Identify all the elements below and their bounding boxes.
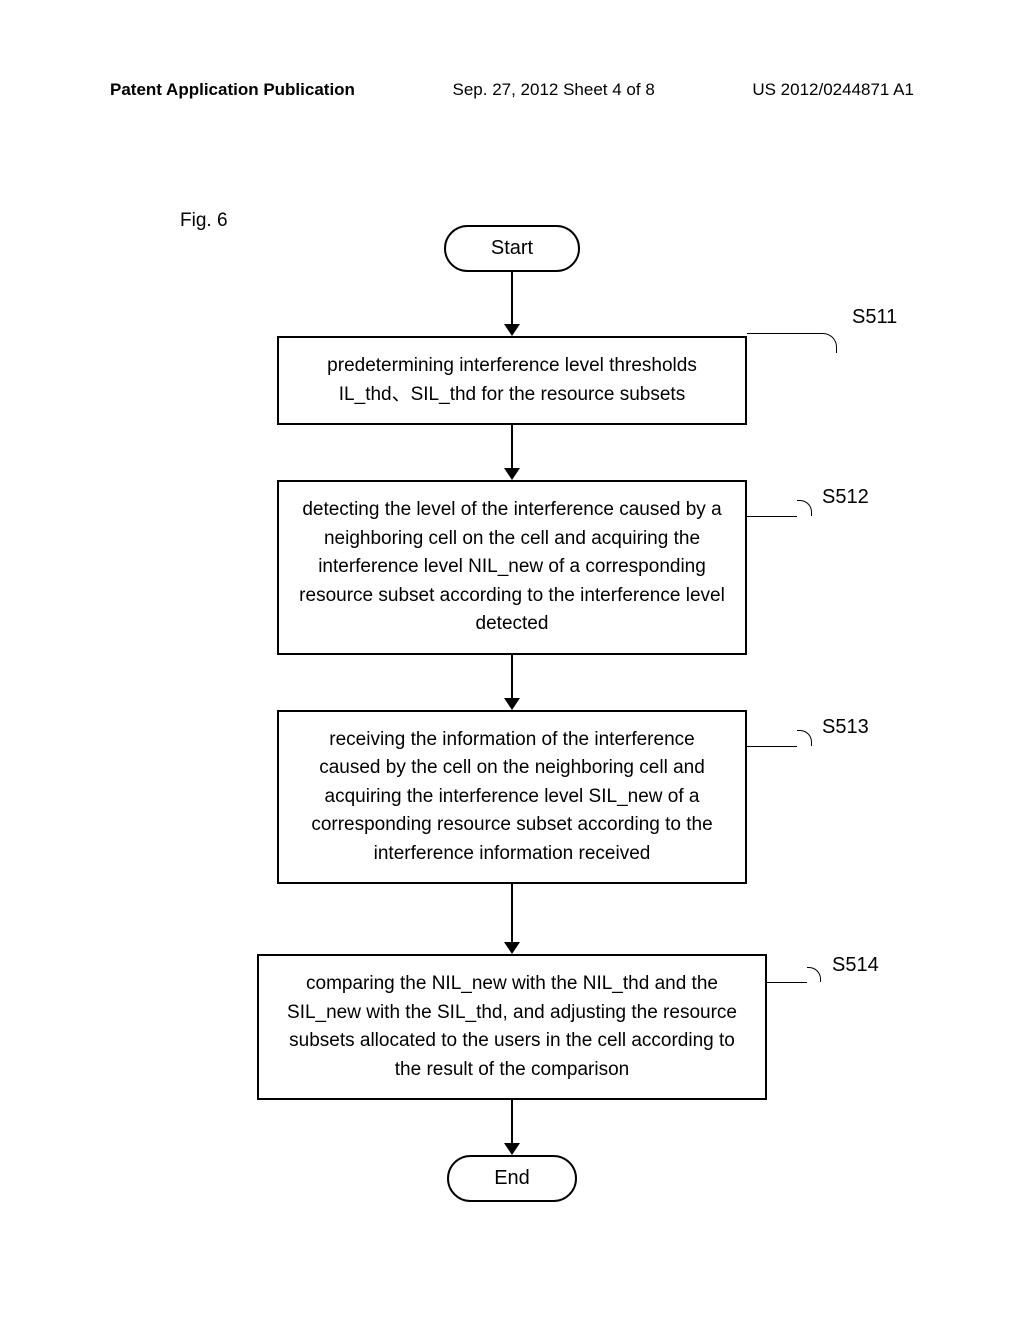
step-wrap-3: receiving the information of the interfe…	[277, 710, 747, 885]
arrow	[511, 272, 513, 336]
header-center: Sep. 27, 2012 Sheet 4 of 8	[453, 80, 655, 100]
process-s514: comparing the NIL_new with the NIL_thd a…	[257, 954, 767, 1100]
step-label-s514: S514	[832, 954, 879, 977]
flowchart: Start predetermining interference level …	[212, 225, 812, 1202]
process-s512: detecting the level of the interference …	[277, 480, 747, 655]
step-wrap-1: predetermining interference level thresh…	[277, 336, 747, 425]
header-right: US 2012/0244871 A1	[752, 80, 914, 100]
arrow	[511, 655, 513, 710]
step-wrap-2: detecting the level of the interference …	[277, 480, 747, 655]
arrow	[511, 1100, 513, 1155]
end-terminal: End	[447, 1155, 577, 1202]
process-s511: predetermining interference level thresh…	[277, 336, 747, 425]
arrow	[511, 884, 513, 954]
page-header: Patent Application Publication Sep. 27, …	[0, 80, 1024, 100]
start-terminal: Start	[444, 225, 580, 272]
step-label-s513: S513	[822, 716, 869, 739]
arrow	[511, 425, 513, 480]
process-s513: receiving the information of the interfe…	[277, 710, 747, 885]
step-wrap-4: comparing the NIL_new with the NIL_thd a…	[257, 954, 767, 1100]
step-label-s511: S511	[852, 306, 897, 329]
step-label-s512: S512	[822, 486, 869, 509]
header-left: Patent Application Publication	[110, 80, 355, 100]
